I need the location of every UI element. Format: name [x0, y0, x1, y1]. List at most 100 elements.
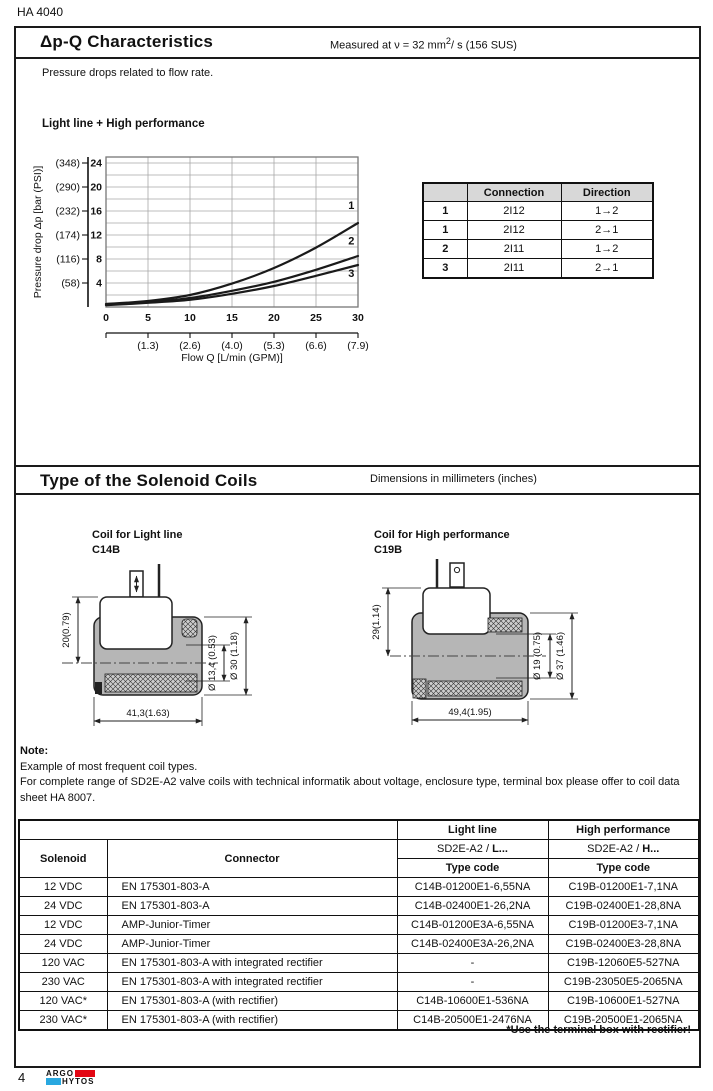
light-cell: C14B-20500E1-2476NA [396, 1010, 549, 1031]
intro-text: Pressure drops related to flow rate. [42, 67, 214, 79]
y-tick-psi-label: (174) [55, 230, 80, 242]
doc-code: HA 4040 [17, 5, 64, 19]
dim-outer-diameter-label: Ø 37 (1.46) [555, 632, 566, 680]
coil-type-table: Light line High performance Solenoid Con… [18, 819, 700, 1031]
coil-table-blank-cell [18, 819, 398, 840]
y-tick-psi-label: (290) [55, 182, 80, 194]
logo-red-block [75, 1070, 95, 1077]
solenoid-cell: 24 VDC [18, 934, 108, 954]
dim-height-label: 29(1.14) [371, 604, 382, 639]
dim-inner-diameter-label: Ø 13,4 (0.53) [207, 635, 218, 691]
coil-housing [99, 596, 173, 650]
coil-left-caption: Coil for Light line C14B [92, 528, 182, 558]
col-solenoid: Solenoid [18, 839, 108, 878]
coil-c19b-body [390, 559, 546, 700]
coil-table-row: 12 VDC EN 175301-803-A C14B-01200E1-6,55NA… [18, 877, 700, 897]
coil-right-caption-line2: C19B [374, 544, 403, 556]
solenoid-cell: 12 VDC [18, 877, 108, 897]
x-tick-gpm-label: (2.6) [179, 340, 201, 352]
dpq-chart: 4(58)8(116)12(174)16(232)20(290)24(348)P… [32, 156, 369, 364]
series-high-prefix: SD2E-A2 / [587, 843, 643, 855]
light-cell: C14B-10600E1-536NA [396, 991, 549, 1011]
chart-curves: 1 2 3 [104, 200, 360, 307]
group-high-performance: High performance [547, 819, 700, 840]
coil-table-series-row: Solenoid Connector SD2E-A2 / L... SD2E-A… [18, 839, 700, 878]
x-tick-label: 30 [352, 312, 364, 324]
direction-cell: 1→2 [560, 239, 654, 259]
direction-cell: 2→1 [560, 258, 654, 279]
direction-cell: 2→1 [560, 220, 654, 240]
logo-cyan-block [46, 1078, 61, 1085]
section-dpq-header: Δp-Q Characteristics Measured at ν = 32 … [16, 28, 699, 59]
connection-header-connection: Connection [466, 182, 562, 202]
winding-hatch-bottom [104, 673, 198, 693]
argo-hytos-logo: ARGO HYTOS [46, 1070, 95, 1086]
coil-table-row: 230 VAC* EN 175301-803-A (with rectifier)… [18, 1010, 700, 1031]
y-tick-label: 16 [90, 206, 102, 218]
rectifier-footnote: *Use the terminal box with rectifier! [506, 1024, 691, 1036]
measured-at-note: Measured at ν = 32 mm2/ s (156 SUS) [330, 36, 517, 52]
connection-header-blank [422, 182, 468, 202]
connection-header-direction: Direction [560, 182, 654, 202]
coil-housing [422, 587, 491, 635]
x-tick-gpm-label: (7.9) [347, 340, 369, 352]
logo-hytos-text: HYTOS [62, 1077, 95, 1086]
note-label: Note: [20, 745, 49, 757]
high-cell: C19B-02400E1-28,8NA [547, 896, 700, 916]
type-code-light: Type code [396, 858, 549, 878]
solenoid-cell: 230 VAC* [18, 1010, 108, 1031]
section-dpq-title: Δp-Q Characteristics [40, 32, 214, 51]
high-cell: C19B-12060E5-527NA [547, 953, 700, 973]
dimensions-note: Dimensions in millimeters (inches) [370, 473, 537, 485]
curve-number-cell: 1 [422, 220, 468, 240]
connection-table-header-row: Connection Direction [422, 182, 654, 202]
winding-hatch-corner [412, 678, 427, 699]
chart-axes: 4(58)8(116)12(174)16(232)20(290)24(348)P… [32, 157, 369, 364]
connector-cell: EN 175301-803-A [106, 877, 398, 897]
measured-superscript: 2 [445, 36, 451, 46]
coil-table-typecode-row: Type code Type code [19, 858, 700, 878]
y-tick-psi-label: (116) [56, 254, 80, 266]
plot-border [105, 156, 359, 308]
series-light-prefix: SD2E-A2 / [437, 843, 493, 855]
chart-heading: Light line + High performance [42, 118, 205, 130]
note-line1: Example of most frequent coil types. [20, 760, 198, 773]
connector-cell: EN 175301-803-A with integrated rectifie… [106, 972, 398, 992]
light-cell: C14B-01200E3A-6,55NA [396, 915, 549, 935]
coil-left-caption-line2: C14B [92, 544, 121, 556]
connection-cell: 2I11 [466, 258, 562, 279]
curve-label-2: 2 [348, 236, 354, 248]
high-cell: C19B-23050E5-2065NA [547, 972, 700, 992]
y-tick-label: 4 [96, 278, 102, 290]
curve-number-cell: 3 [422, 258, 468, 279]
light-cell: C14B-01200E1-6,55NA [396, 877, 549, 897]
note-line2: For complete range of SD2E-A2 valve coil… [20, 776, 680, 804]
solenoid-cell: 120 VAC [18, 953, 108, 973]
connection-row: 1 2I12 1→2 [422, 201, 654, 221]
coil-table-row: 120 VAC EN 175301-803-A with integrated r… [18, 953, 700, 973]
high-cell: C19B-02400E3-28,8NA [547, 934, 700, 954]
page-number: 4 [18, 1070, 26, 1085]
x-tick-label: 10 [184, 312, 196, 324]
y-tick-psi-label: (58) [61, 278, 80, 290]
solenoid-cell: 120 VAC* [18, 991, 108, 1011]
high-cell: C19B-20500E1-2065NA [547, 1010, 700, 1031]
x-tick-label: 5 [145, 312, 151, 324]
group-light-line: Light line [396, 819, 549, 840]
curve-1 [104, 221, 360, 306]
winding-hatch-top [181, 618, 198, 638]
coil-right-caption-line1: Coil for High performance [374, 529, 510, 541]
measured-suffix: / s (156 SUS) [450, 39, 517, 52]
coil-c14b-dimensions: 20(0.79) 41,3(1.63) Ø 13,4 (0.53) Ø 30 (… [61, 596, 252, 726]
connector-cell: EN 175301-803-A (with rectifier) [106, 1010, 398, 1031]
y-tick-psi-label: (232) [55, 206, 80, 218]
connection-table: Connection Direction 1 2I12 1→2 1 2I12 2→1 2 2I… [422, 182, 654, 279]
y-tick-label: 24 [90, 158, 102, 170]
coil-left-caption-line1: Coil for Light line [92, 529, 183, 541]
series-high: SD2E-A2 / H... [547, 839, 700, 859]
col-connector: Connector [106, 839, 398, 878]
x-tick-label: 0 [103, 312, 109, 324]
solenoid-cell: 230 VAC [18, 972, 108, 992]
connection-row: 2 2I11 1→2 [422, 239, 654, 259]
dim-width-label: 41,3(1.63) [126, 708, 169, 719]
